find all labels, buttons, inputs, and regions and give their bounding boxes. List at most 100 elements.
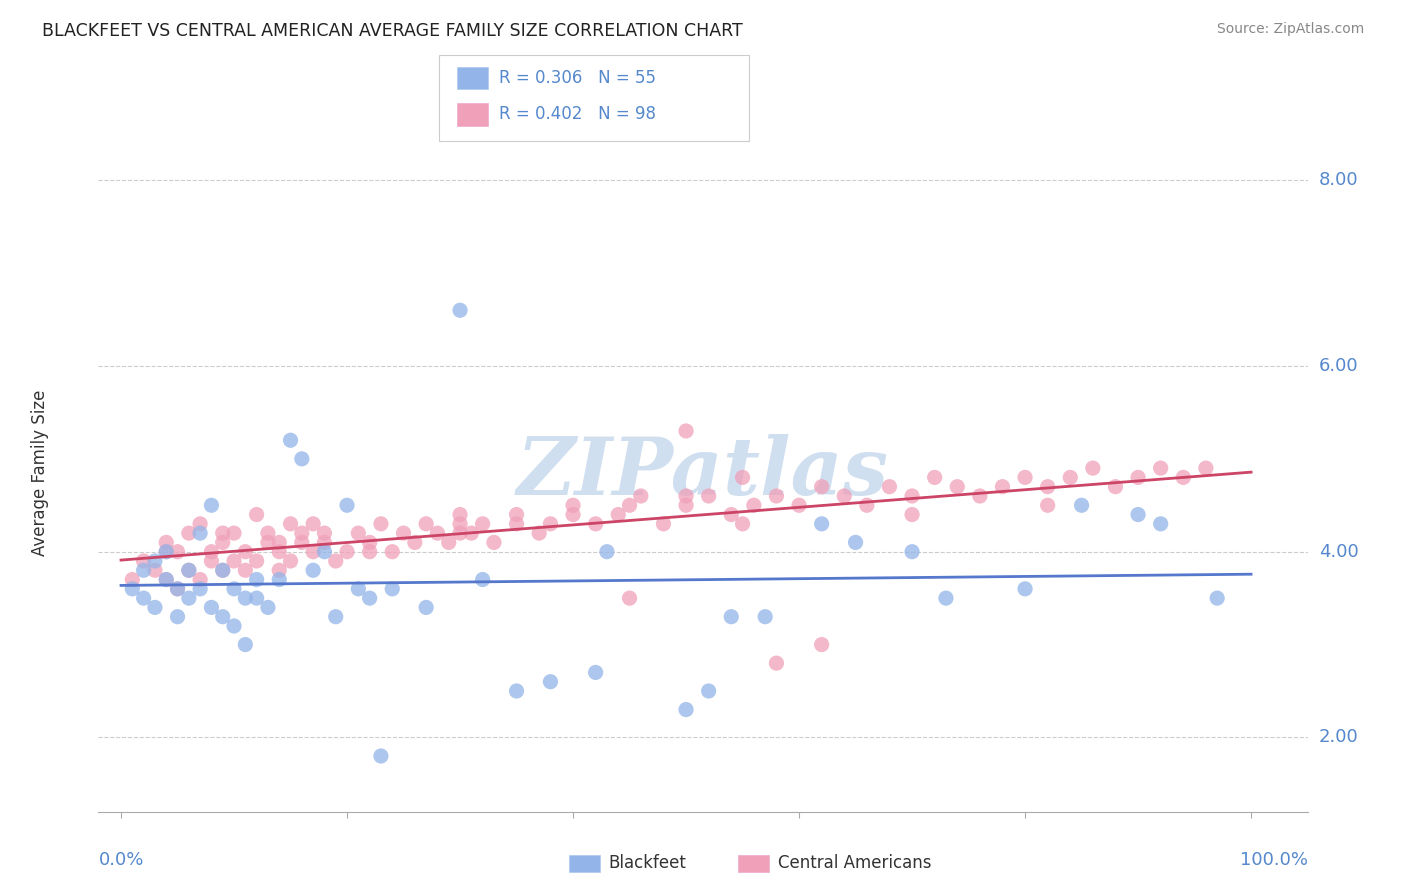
Text: R = 0.402   N = 98: R = 0.402 N = 98	[499, 105, 657, 123]
Point	[619, 498, 641, 512]
Point	[585, 665, 607, 680]
Point	[222, 582, 245, 596]
Point	[177, 563, 200, 577]
Point	[585, 516, 607, 531]
Text: Source: ZipAtlas.com: Source: ZipAtlas.com	[1216, 22, 1364, 37]
Point	[505, 516, 527, 531]
Point	[155, 544, 177, 558]
Point	[269, 563, 291, 577]
Point	[222, 526, 245, 541]
Point	[1014, 582, 1036, 596]
Point	[233, 544, 256, 558]
Point	[177, 591, 200, 606]
Point	[291, 526, 314, 541]
Point	[188, 516, 211, 531]
Point	[257, 526, 280, 541]
Point	[211, 526, 233, 541]
Point	[437, 535, 460, 549]
Point	[200, 498, 222, 512]
Point	[742, 498, 765, 512]
Point	[280, 434, 302, 448]
Point	[155, 544, 177, 558]
Text: Central Americans: Central Americans	[778, 855, 931, 872]
Point	[257, 600, 280, 615]
Point	[765, 489, 787, 503]
Point	[924, 470, 946, 484]
Point	[1036, 480, 1059, 494]
Point	[246, 591, 269, 606]
Point	[211, 563, 233, 577]
Point	[121, 582, 143, 596]
Point	[969, 489, 991, 503]
Point	[359, 591, 381, 606]
Point	[132, 554, 155, 568]
Point	[257, 535, 280, 549]
Point	[155, 535, 177, 549]
Point	[222, 619, 245, 633]
Point	[731, 516, 754, 531]
Point	[291, 535, 314, 549]
Point	[630, 489, 652, 503]
Point	[1014, 470, 1036, 484]
Point	[449, 303, 471, 318]
Point	[143, 554, 166, 568]
Point	[449, 526, 471, 541]
Point	[720, 508, 742, 522]
Point	[991, 480, 1014, 494]
Point	[845, 535, 868, 549]
Point	[166, 582, 188, 596]
Point	[538, 516, 561, 531]
Point	[675, 489, 697, 503]
Point	[810, 638, 832, 652]
Point	[211, 563, 233, 577]
Point	[370, 516, 392, 531]
Point	[381, 544, 404, 558]
Point	[426, 526, 449, 541]
Text: Blackfeet: Blackfeet	[609, 855, 686, 872]
Point	[935, 591, 957, 606]
Point	[404, 535, 426, 549]
Text: 4.00: 4.00	[1319, 542, 1358, 561]
Point	[233, 638, 256, 652]
Point	[280, 516, 302, 531]
Point	[269, 573, 291, 587]
Point	[302, 544, 325, 558]
Point	[370, 749, 392, 764]
Point	[675, 702, 697, 716]
Point	[449, 516, 471, 531]
Point	[946, 480, 969, 494]
Point	[155, 573, 177, 587]
Point	[280, 554, 302, 568]
Point	[449, 508, 471, 522]
Point	[143, 600, 166, 615]
Point	[200, 600, 222, 615]
Point	[314, 526, 336, 541]
Point	[132, 591, 155, 606]
Point	[810, 516, 832, 531]
Point	[856, 498, 879, 512]
Point	[619, 591, 641, 606]
Point	[291, 451, 314, 466]
Point	[538, 674, 561, 689]
Point	[675, 498, 697, 512]
Point	[754, 609, 776, 624]
Point	[1070, 498, 1092, 512]
Point	[166, 609, 188, 624]
Text: 6.00: 6.00	[1319, 357, 1358, 375]
Point	[302, 563, 325, 577]
Point	[166, 582, 188, 596]
Point	[155, 573, 177, 587]
Point	[392, 526, 415, 541]
Point	[143, 563, 166, 577]
Point	[415, 600, 437, 615]
Point	[336, 498, 359, 512]
Point	[505, 508, 527, 522]
Point	[832, 489, 855, 503]
Point	[188, 526, 211, 541]
Point	[233, 591, 256, 606]
Point	[765, 656, 787, 670]
Text: 2.00: 2.00	[1319, 729, 1358, 747]
Point	[200, 554, 222, 568]
Text: R = 0.306   N = 55: R = 0.306 N = 55	[499, 69, 657, 87]
Point	[596, 544, 619, 558]
